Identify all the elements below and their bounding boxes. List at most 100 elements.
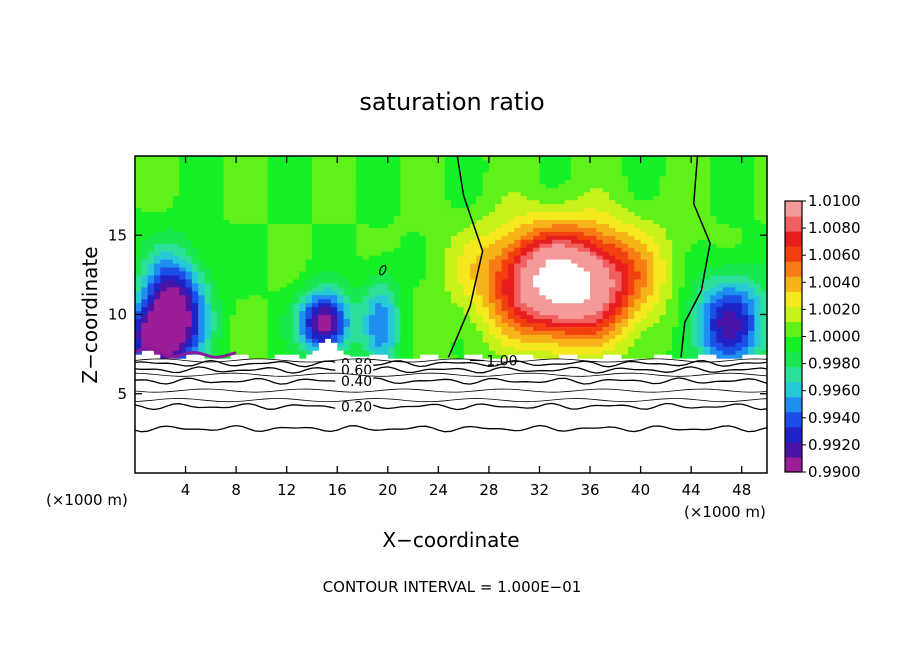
field-cell <box>337 219 345 224</box>
field-cell <box>236 227 244 232</box>
field-cell <box>583 302 591 308</box>
field-cell <box>533 199 541 205</box>
field-cell <box>526 350 534 355</box>
field-cell <box>236 215 244 220</box>
field-cell <box>659 274 667 280</box>
field-cell <box>368 163 376 169</box>
field-cell <box>444 262 452 268</box>
field-cell <box>438 354 446 359</box>
field-cell <box>330 247 338 252</box>
field-cell <box>748 191 755 197</box>
field-cell <box>665 163 673 169</box>
field-cell <box>166 326 174 331</box>
field-cell <box>280 262 288 268</box>
field-cell <box>545 346 553 351</box>
field-cell <box>552 235 560 240</box>
field-cell <box>596 255 604 260</box>
field-cell <box>356 298 364 304</box>
field-cell <box>343 318 351 324</box>
field-cell <box>577 239 585 244</box>
field-cell <box>172 259 180 264</box>
field-cell <box>754 298 762 304</box>
field-cell <box>678 239 686 244</box>
field-cell <box>147 243 155 248</box>
field-cell <box>324 310 332 316</box>
field-cell <box>590 338 597 343</box>
field-cell <box>552 203 560 209</box>
field-cell <box>286 298 294 304</box>
field-cell <box>722 183 730 189</box>
field-cell <box>172 278 180 284</box>
field-cell <box>280 179 288 185</box>
field-cell <box>368 183 376 189</box>
field-cell <box>141 227 149 232</box>
field-cell <box>286 274 294 280</box>
field-cell <box>552 183 560 189</box>
field-cell <box>141 306 149 312</box>
field-cell <box>672 211 680 217</box>
field-cell <box>469 191 477 197</box>
field-cell <box>286 175 294 181</box>
field-cell <box>286 282 294 288</box>
field-cell <box>324 282 332 288</box>
field-cell <box>293 219 300 224</box>
field-cell <box>596 326 604 331</box>
field-cell <box>267 215 275 220</box>
field-cell <box>293 334 300 339</box>
field-cell <box>678 310 686 316</box>
field-cell <box>261 171 269 177</box>
field-cell <box>305 262 313 268</box>
field-cell <box>185 274 193 280</box>
field-cell <box>507 350 515 355</box>
field-cell <box>394 278 402 284</box>
field-cell <box>406 211 414 217</box>
field-cell <box>185 322 193 327</box>
field-cell <box>305 318 313 324</box>
field-cell <box>482 274 490 280</box>
field-cell <box>665 342 673 347</box>
field-cell <box>248 191 256 197</box>
field-cell <box>293 235 300 240</box>
field-cell <box>602 306 610 312</box>
field-cell <box>280 338 288 343</box>
field-cell <box>552 191 560 197</box>
field-cell <box>324 278 332 284</box>
field-cell <box>703 187 711 193</box>
field-cell <box>451 334 458 339</box>
field-cell <box>659 187 667 193</box>
field-cell <box>293 243 300 248</box>
field-cell <box>375 235 383 240</box>
field-cell <box>602 322 610 327</box>
field-cell <box>362 270 370 276</box>
field-cell <box>760 334 768 339</box>
field-cell <box>362 215 370 220</box>
field-cell <box>476 330 484 335</box>
field-cell <box>324 330 332 335</box>
field-cell <box>526 219 534 224</box>
field-cell <box>451 167 458 173</box>
field-cell <box>432 294 439 300</box>
field-cell <box>684 207 692 213</box>
field-cell <box>261 219 269 224</box>
field-cell <box>501 259 509 264</box>
field-cell <box>444 179 452 185</box>
field-cell <box>501 350 509 355</box>
field-cell <box>507 251 515 256</box>
field-cell <box>337 195 345 201</box>
field-cell <box>172 266 180 272</box>
field-cell <box>185 159 193 165</box>
field-cell <box>602 227 610 232</box>
field-cell <box>242 215 250 220</box>
field-cell <box>463 223 471 228</box>
field-cell <box>185 290 193 296</box>
field-cell <box>653 163 661 169</box>
field-cell <box>703 274 711 280</box>
field-cell <box>299 251 307 256</box>
field-cell <box>520 223 528 228</box>
field-cell <box>564 266 572 272</box>
field-cell <box>368 239 376 244</box>
field-cell <box>179 298 187 304</box>
field-cell <box>236 159 244 165</box>
field-cell <box>564 171 572 177</box>
field-cell <box>627 223 635 228</box>
